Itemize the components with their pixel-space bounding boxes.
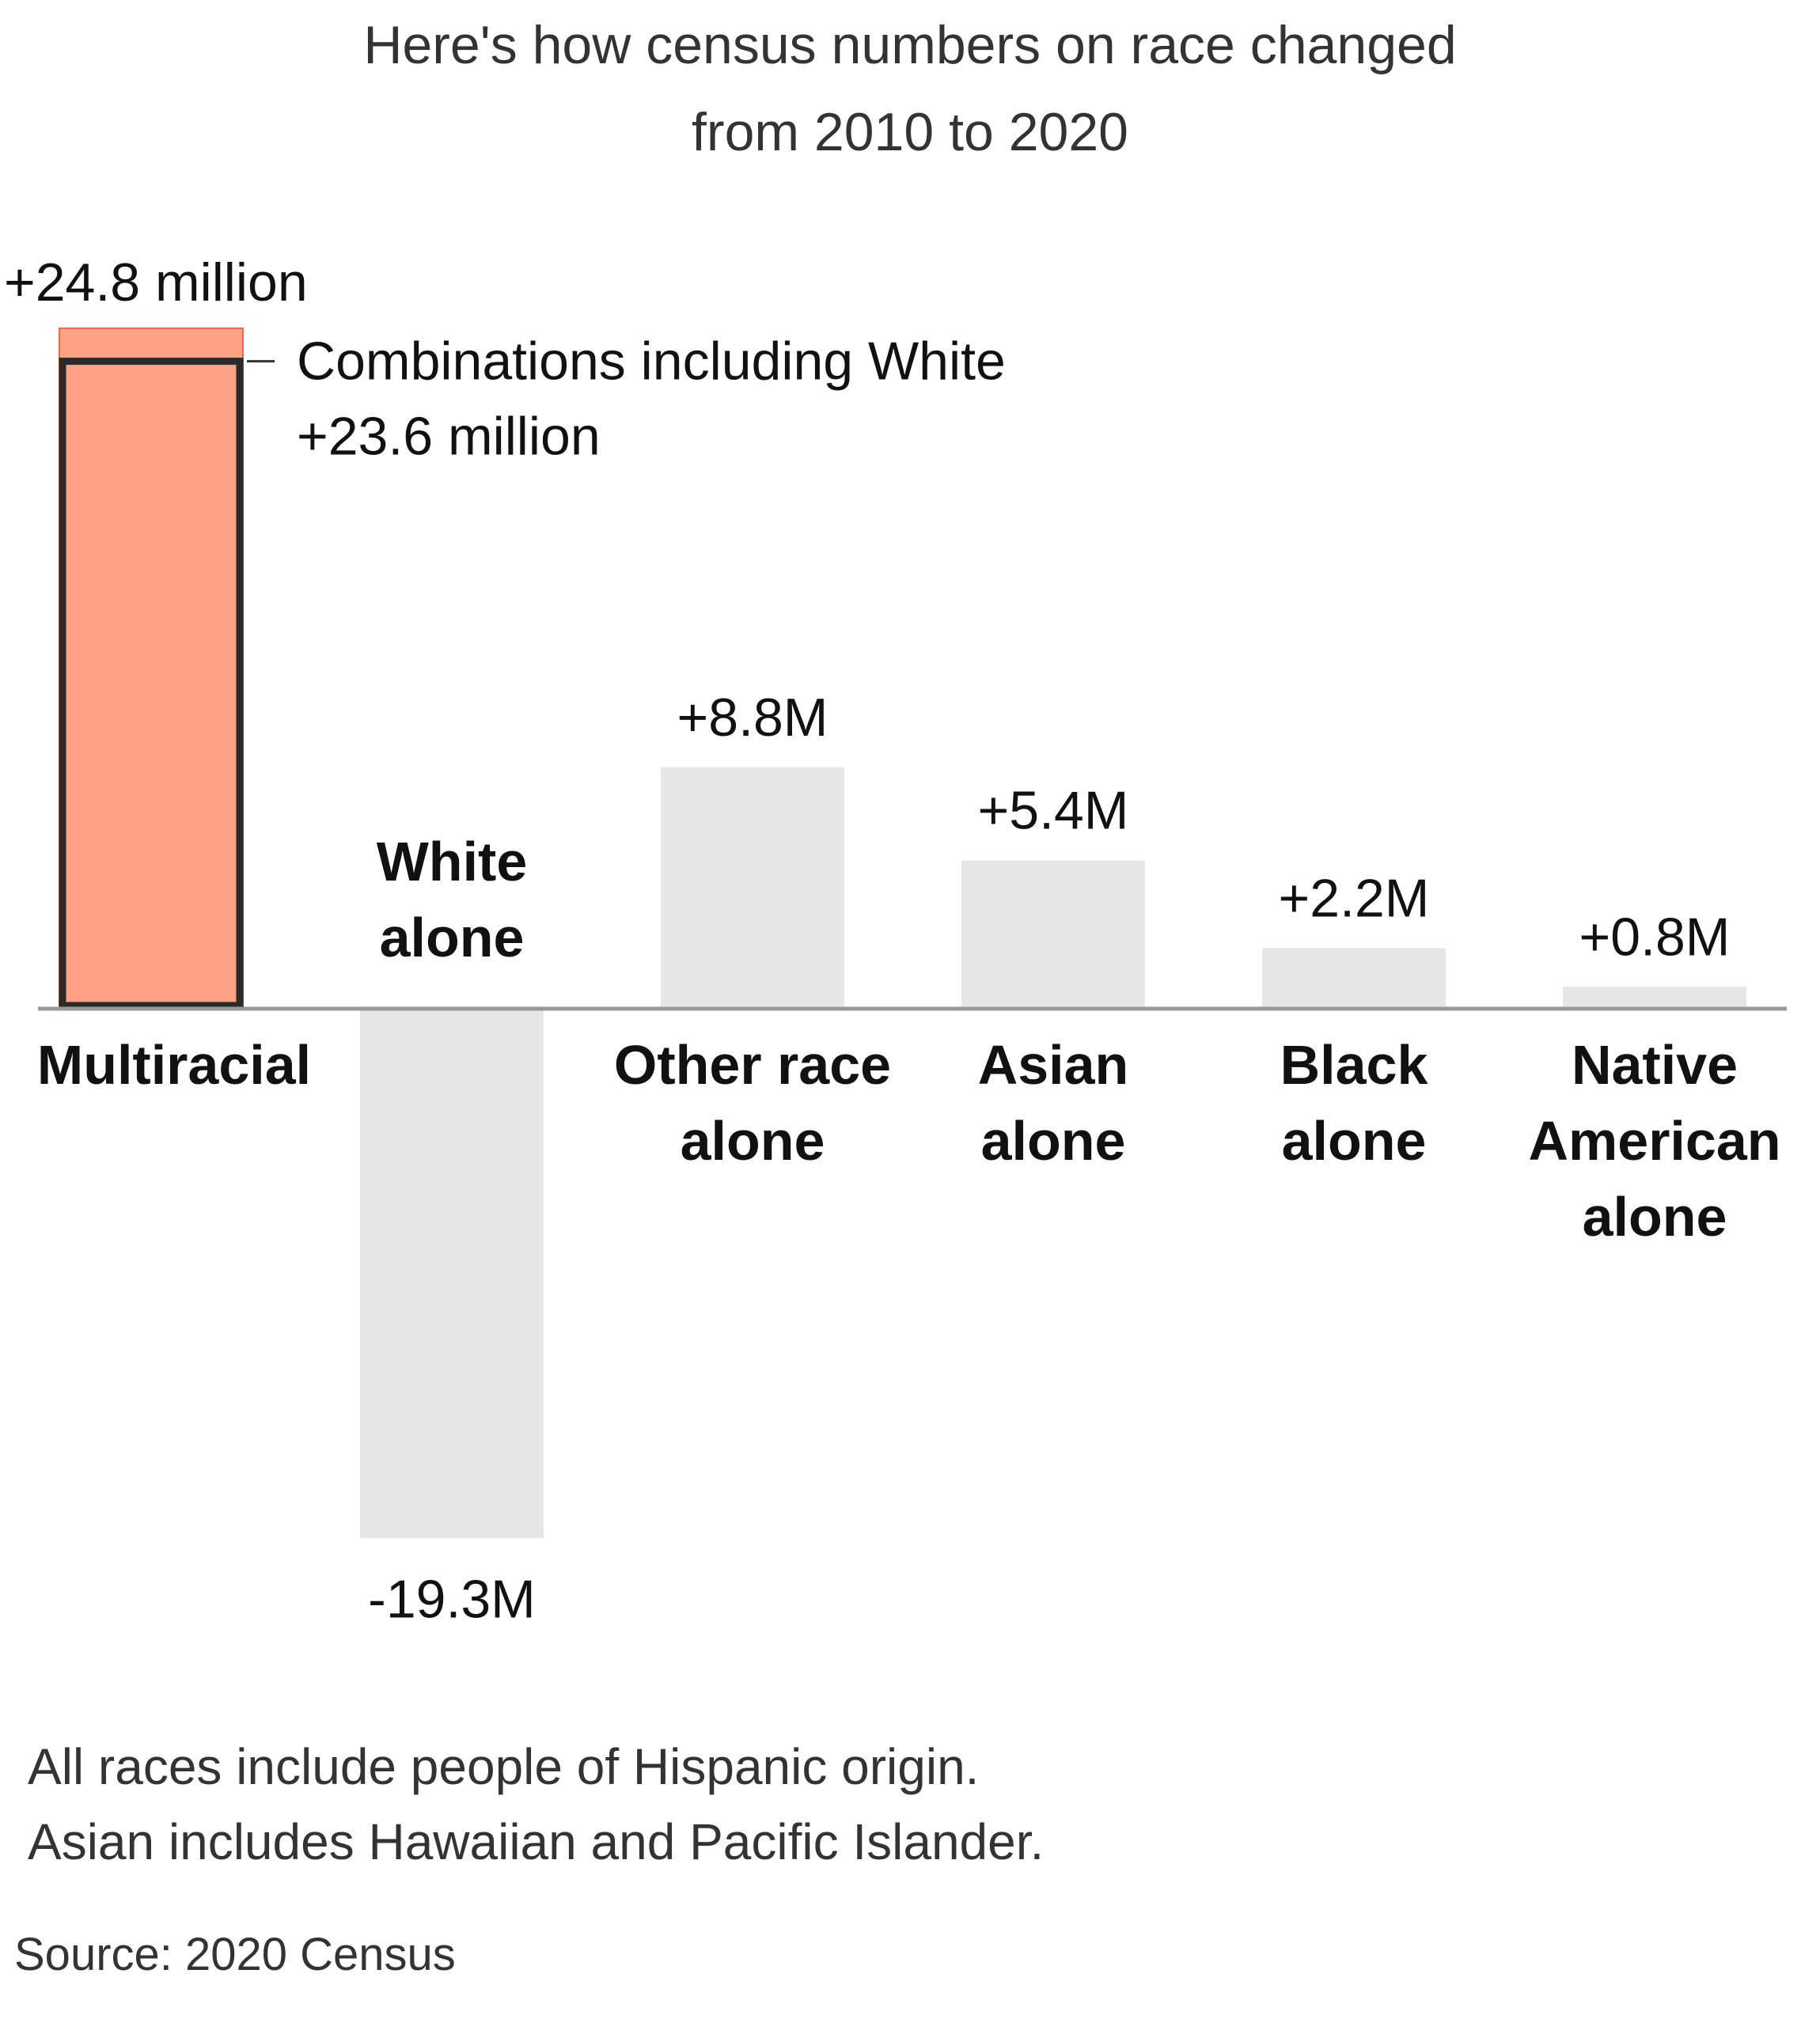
- category-label-line: alone: [1583, 1186, 1727, 1248]
- category-label-white-alone: White alone: [377, 831, 528, 968]
- category-label-line: alone: [681, 1110, 825, 1172]
- category-label-native-american-alone: Native American alone: [1528, 1034, 1780, 1248]
- bar-black-alone: [1262, 948, 1446, 1009]
- note-hispanic-origin: All races include people of Hispanic ori…: [28, 1738, 979, 1795]
- category-label-line: Black: [1280, 1034, 1428, 1096]
- bar-multiracial: [59, 328, 244, 1010]
- labels-group: Combinations including White +23.6 millio…: [4, 252, 1781, 1629]
- bar-asian-alone: [961, 860, 1145, 1009]
- value-label-other-race-alone: +8.8M: [677, 688, 828, 748]
- value-label-black-alone: +2.2M: [1279, 869, 1430, 929]
- bar-white-alone: [360, 1009, 544, 1539]
- category-label-line: Other race: [614, 1034, 891, 1096]
- chart-title-line-2: from 2010 to 2020: [692, 102, 1128, 162]
- value-label-white-alone: -19.3M: [368, 1569, 536, 1629]
- chart-title-line-1: Here's how census numbers on race change…: [363, 15, 1456, 75]
- category-label-line: American: [1528, 1110, 1780, 1172]
- bar-segment-combinations-including-white: [59, 358, 244, 1010]
- value-label-asian-alone: +5.4M: [978, 781, 1129, 841]
- category-label-line: alone: [981, 1110, 1126, 1172]
- category-label-other-race-alone: Other race alone: [614, 1034, 891, 1172]
- category-label-asian-alone: Asian alone: [978, 1034, 1129, 1172]
- category-label-line: Native: [1572, 1034, 1738, 1096]
- category-label-multiracial: Multiracial: [37, 1034, 311, 1096]
- category-label-black-alone: Black alone: [1280, 1034, 1428, 1172]
- segment-label-line-2: +23.6 million: [297, 407, 601, 467]
- category-label-line: alone: [1282, 1110, 1427, 1172]
- value-label-native-american-alone: +0.8M: [1579, 907, 1731, 967]
- bar-native-american-alone: [1563, 987, 1746, 1009]
- category-label-line: Multiracial: [37, 1034, 311, 1096]
- category-label-line: White: [377, 831, 528, 892]
- value-label-multiracial: +24.8 million: [4, 252, 308, 313]
- source-note: Source: 2020 Census: [14, 1929, 456, 1980]
- category-label-line: Asian: [978, 1034, 1129, 1096]
- bars-group: [38, 328, 1787, 1539]
- segment-label-line-1: Combinations including White: [297, 331, 1006, 392]
- category-label-line: alone: [380, 907, 525, 968]
- note-asian-includes: Asian includes Hawaiian and Pacific Isla…: [28, 1813, 1044, 1870]
- bar-other-race-alone: [661, 767, 844, 1009]
